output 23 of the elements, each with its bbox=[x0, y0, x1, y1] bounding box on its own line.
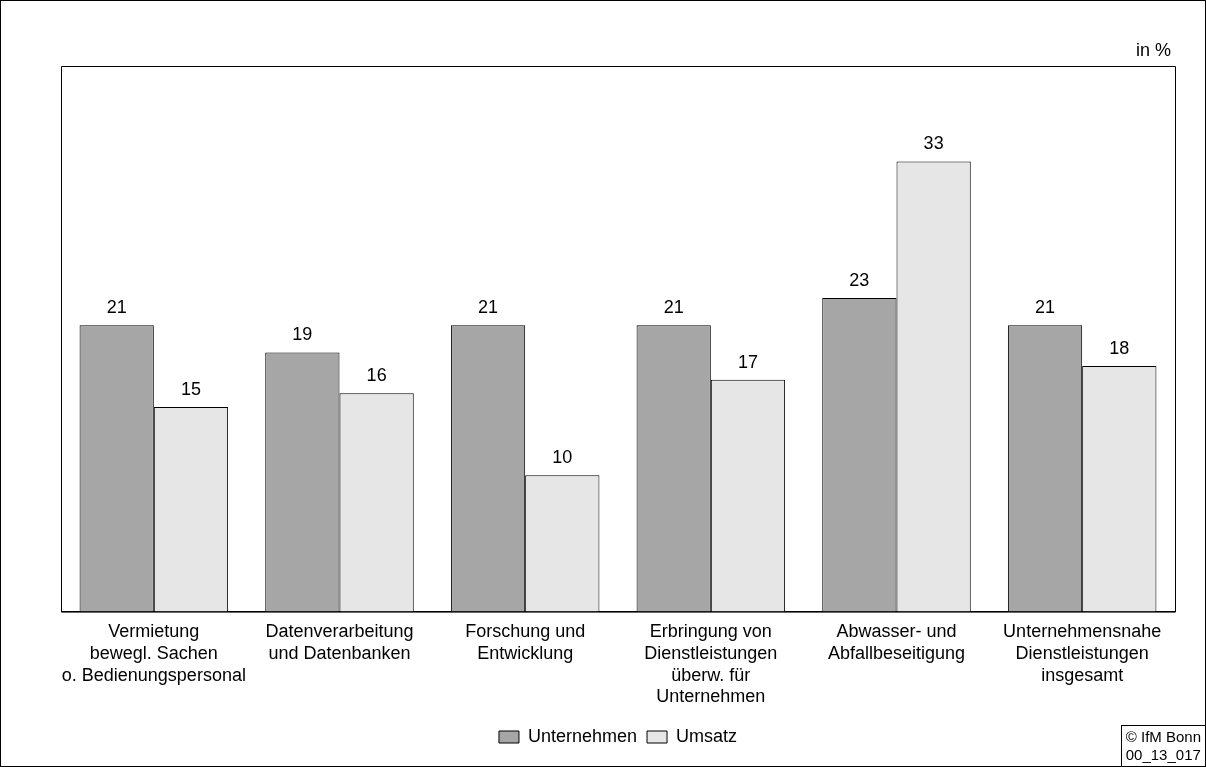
text: © IfM Bonn bbox=[1125, 728, 1201, 746]
data-label: 17 bbox=[737, 351, 758, 372]
data-label: 33 bbox=[923, 133, 944, 154]
y-axis-title: in % bbox=[1135, 39, 1171, 60]
x-tick-label: Unternehmensnahe Dienstleistungen insgesamt bbox=[1003, 621, 1162, 685]
text: 00_13_017 bbox=[1125, 746, 1201, 764]
data-label: 21 bbox=[1035, 297, 1056, 318]
data-label: 16 bbox=[366, 365, 387, 386]
data-label: 21 bbox=[106, 297, 127, 318]
x-tick-label: Vermietung bewegl. Sachen o. Bedienungspersonal bbox=[61, 621, 246, 685]
data-label: 19 bbox=[292, 324, 313, 345]
x-tick-label: Datenverarbeitung und Datenbanken bbox=[265, 621, 414, 663]
data-label: 21 bbox=[478, 297, 499, 318]
x-tick-label: Forschung und Entwicklung bbox=[465, 621, 586, 663]
data-label: 10 bbox=[552, 447, 573, 468]
data-label: 21 bbox=[663, 297, 684, 318]
legend-label: Umsatz bbox=[676, 725, 738, 746]
legend-label: Unternehmen bbox=[527, 725, 638, 746]
x-tick-label: Abwasser- und Abfallbeseitigung bbox=[827, 621, 966, 663]
data-label: 18 bbox=[1109, 338, 1130, 359]
x-tick-label: Erbringung von Dienstleistungen überw. für Unternehmen bbox=[644, 621, 778, 707]
data-label: 23 bbox=[849, 269, 870, 290]
data-label: 15 bbox=[180, 378, 201, 399]
